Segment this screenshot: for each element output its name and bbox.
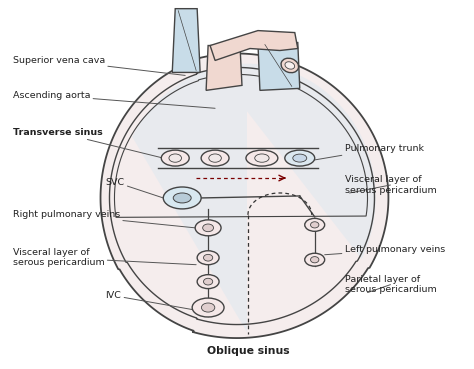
Text: Ascending aorta: Ascending aorta	[13, 91, 215, 108]
Ellipse shape	[310, 256, 319, 263]
Text: Visceral layer of
serous pericardium: Visceral layer of serous pericardium	[345, 175, 437, 195]
Ellipse shape	[201, 150, 229, 166]
Ellipse shape	[285, 150, 315, 166]
Text: Superior vena cava: Superior vena cava	[13, 56, 185, 75]
Text: Oblique sinus: Oblique sinus	[207, 346, 289, 356]
Text: Pulmonary trunk: Pulmonary trunk	[314, 144, 424, 160]
Text: Parietal layer of
serous pericardium: Parietal layer of serous pericardium	[345, 275, 437, 294]
Ellipse shape	[197, 251, 219, 265]
Text: Left pulmonary veins: Left pulmonary veins	[325, 245, 445, 255]
Ellipse shape	[197, 275, 219, 289]
Ellipse shape	[281, 58, 299, 73]
Ellipse shape	[305, 218, 325, 231]
Ellipse shape	[255, 154, 269, 162]
Text: Right pulmonary veins: Right pulmonary veins	[13, 210, 195, 228]
Ellipse shape	[246, 150, 278, 166]
Polygon shape	[206, 45, 242, 90]
Ellipse shape	[209, 154, 221, 162]
Ellipse shape	[310, 222, 319, 228]
Polygon shape	[100, 54, 388, 338]
Ellipse shape	[203, 254, 213, 261]
Polygon shape	[210, 31, 298, 61]
Polygon shape	[258, 42, 300, 90]
Ellipse shape	[201, 303, 215, 312]
Ellipse shape	[203, 278, 213, 285]
Ellipse shape	[203, 224, 214, 232]
Ellipse shape	[305, 253, 325, 266]
Ellipse shape	[169, 154, 182, 162]
Text: Transverse sinus: Transverse sinus	[13, 128, 163, 158]
Ellipse shape	[161, 150, 189, 166]
Ellipse shape	[192, 298, 224, 317]
Polygon shape	[132, 63, 376, 332]
Ellipse shape	[173, 193, 191, 203]
Text: Visceral layer of
serous pericardium: Visceral layer of serous pericardium	[13, 248, 196, 268]
Ellipse shape	[293, 154, 307, 162]
Ellipse shape	[285, 62, 295, 69]
Text: IVC: IVC	[106, 291, 192, 310]
Text: SVC: SVC	[106, 177, 163, 198]
Ellipse shape	[163, 187, 201, 209]
Polygon shape	[172, 8, 200, 72]
Ellipse shape	[195, 220, 221, 236]
